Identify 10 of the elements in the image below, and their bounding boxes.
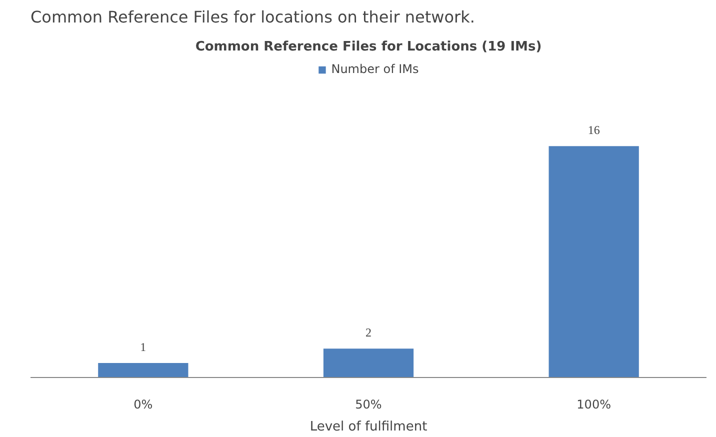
x-tick-label: 100%: [576, 398, 611, 412]
x-tick-label: 50%: [355, 398, 382, 412]
x-tick-label: 0%: [134, 398, 153, 412]
data-label: 1: [140, 340, 146, 354]
chart-title: Common Reference Files for Locations (19 IMs): [195, 40, 542, 54]
legend-label: Number of IMs: [331, 62, 419, 76]
data-label: 16: [588, 123, 600, 138]
x-axis-title: Level of fulfilment: [310, 420, 428, 434]
data-label: 2: [366, 326, 372, 340]
text: Common Reference Files for locations on their network.: [30, 8, 475, 26]
